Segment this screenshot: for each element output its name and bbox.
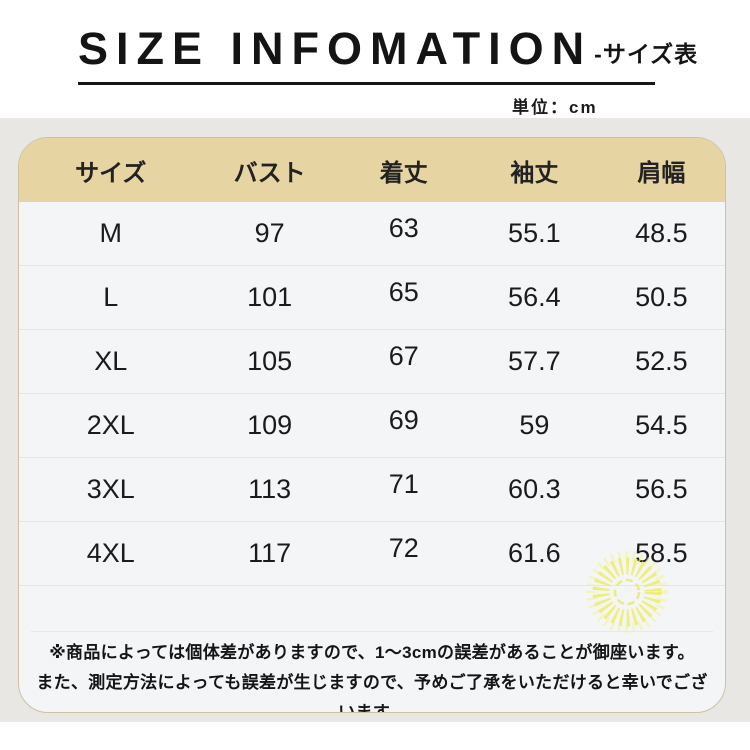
sleeve-value: 57.7 (508, 346, 561, 376)
column-header-sleeve: 袖丈 (510, 159, 559, 187)
disclaimer-line-2: また、測定方法によっても誤差が生じますので、予めご了承をいただけると幸いでござい… (36, 673, 708, 713)
length-value: 65 (388, 277, 419, 307)
sleeve-value: 59 (519, 410, 550, 440)
size-label: 4XL (86, 538, 135, 568)
size-label: 2XL (86, 410, 135, 440)
shoulder-value: 54.5 (635, 410, 688, 440)
length-value: 67 (388, 341, 419, 371)
size-label: M (99, 218, 123, 248)
table-row: M 97 63 55.1 48.5 (19, 202, 725, 266)
sleeve-value: 61.6 (508, 538, 561, 568)
sleeve-value: 56.4 (508, 282, 561, 312)
title-row: SIZE INFOMATION -サイズ表 (78, 26, 698, 71)
table-header-row: サイズ バスト 着丈 袖丈 肩幅 (19, 138, 725, 202)
table-row: 3XL 113 71 60.3 56.5 (19, 458, 725, 522)
shoulder-value: 56.5 (635, 474, 688, 504)
table-row: L 101 65 56.4 50.5 (19, 266, 725, 330)
column-header-size: サイズ (75, 159, 147, 187)
shoulder-value: 52.5 (635, 346, 688, 376)
table-row: XL 105 67 57.7 52.5 (19, 330, 725, 394)
page-title-suffix: -サイズ表 (594, 41, 699, 67)
bust-value: 97 (254, 218, 285, 248)
column-header-shoulder: 肩幅 (637, 159, 686, 187)
bust-value: 105 (247, 346, 293, 376)
size-label: L (103, 282, 119, 312)
shoulder-value: 58.5 (635, 538, 688, 568)
shoulder-value: 50.5 (635, 282, 688, 312)
sleeve-value: 55.1 (508, 218, 561, 248)
sleeve-value: 60.3 (508, 474, 561, 504)
background-band: サイズ バスト 着丈 袖丈 肩幅 M 97 63 55.1 48.5 L 101… (0, 118, 750, 722)
table-row: 4XL 117 72 61.6 58.5 (19, 522, 725, 586)
bust-value: 113 (248, 474, 292, 504)
bust-value: 109 (247, 410, 293, 440)
title-block: SIZE INFOMATION -サイズ表 単位：cm (0, 0, 750, 118)
column-header-bust: バスト (233, 159, 306, 187)
page-title: SIZE INFOMATION (78, 23, 593, 74)
length-value: 71 (388, 469, 419, 499)
size-table-card: サイズ バスト 着丈 袖丈 肩幅 M 97 63 55.1 48.5 L 101… (18, 137, 726, 713)
bust-value: 117 (248, 538, 292, 568)
disclaimer-notes: ※商品によっては個体差がありますので、1～3cmの誤差があることが御座います。 … (31, 631, 713, 713)
size-label: XL (94, 346, 128, 376)
length-value: 72 (388, 533, 419, 563)
table-row: 2XL 109 69 59 54.5 (19, 394, 725, 458)
unit-label: 単位：cm (512, 98, 598, 117)
size-label: 3XL (86, 474, 135, 504)
length-value: 69 (388, 405, 419, 435)
shoulder-value: 48.5 (635, 218, 688, 248)
disclaimer-line-1: ※商品によっては個体差がありますので、1～3cmの誤差があることが御座います。 (49, 643, 695, 662)
bust-value: 101 (247, 282, 293, 312)
column-header-length: 着丈 (379, 159, 428, 187)
length-value: 63 (388, 213, 419, 243)
title-underline (78, 82, 655, 85)
